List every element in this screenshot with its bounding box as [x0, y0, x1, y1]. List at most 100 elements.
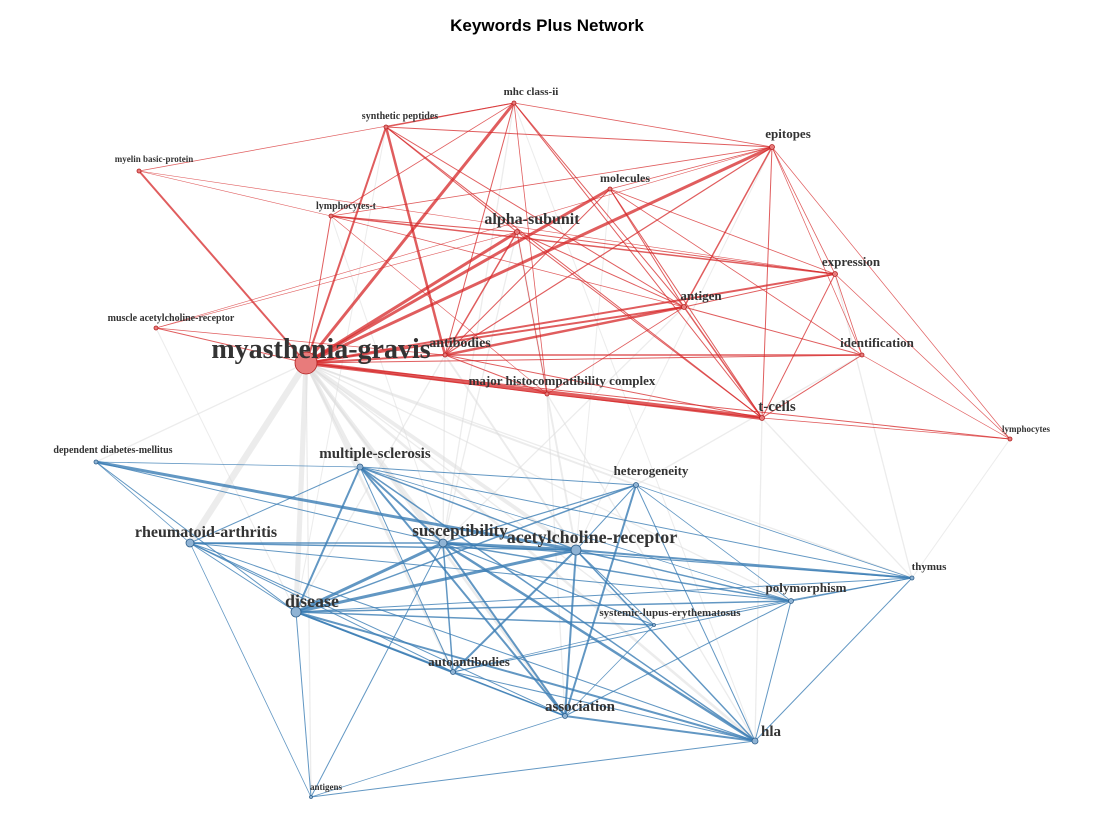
node-heterogeneity[interactable] [633, 482, 639, 488]
node-label-hla: hla [761, 724, 782, 740]
node-label-rheumatoid-arthritis: rheumatoid-arthritis [135, 524, 277, 541]
edge-myasthenia-gravis-antibodies [305, 354, 446, 364]
node-label-multiple-sclerosis: multiple-sclerosis [319, 446, 431, 462]
edge-multiple-sclerosis-disease [295, 466, 361, 613]
edge-disease-sle [295, 611, 655, 626]
node-disease[interactable] [290, 606, 302, 618]
edge-achr-autoantibodies [452, 549, 577, 673]
node-identification[interactable] [859, 352, 865, 358]
node-mhc[interactable] [544, 391, 550, 397]
edge-lymphocytes-t-expression [330, 215, 836, 275]
node-label-antigens: antigens [310, 782, 343, 792]
edge-epitopes-expression [771, 146, 836, 275]
edge-antibodies-susceptibility [442, 354, 446, 544]
node-myasthenia-gravis[interactable] [294, 351, 318, 375]
edge-mhc-class-ii-lymphocytes-t [330, 102, 515, 217]
node-molecules[interactable] [607, 186, 613, 192]
edge-susceptibility-hla [442, 541, 756, 743]
node-label-association: association [545, 699, 616, 715]
edge-expression-thymus [834, 273, 913, 579]
edge-multiple-sclerosis-susceptibility [359, 466, 444, 544]
edge-alpha-subunit-antigen [516, 231, 685, 308]
edge-synthetic-peptides-alpha-subunit [385, 126, 518, 233]
node-susceptibility[interactable] [438, 538, 448, 548]
node-autoantibodies[interactable] [450, 669, 456, 675]
edge-diabetes-susceptibility [95, 461, 444, 544]
edge-autoantibodies-sle [452, 624, 655, 673]
edge-diabetes-multiple-sclerosis [95, 461, 361, 468]
edge-rheumatoid-arthritis-achr [189, 542, 577, 551]
edge-heterogeneity-association [564, 484, 637, 717]
edge-lymphocytes-t-alpha-subunit [330, 215, 518, 233]
edge-association-sle [564, 624, 655, 717]
node-multiple-sclerosis[interactable] [356, 463, 364, 471]
edge-myelin-basic-protein-lymphocytes-t [138, 170, 332, 217]
edge-molecules-antibodies [444, 188, 611, 356]
node-expression[interactable] [832, 271, 838, 277]
node-lymphocytes[interactable] [1007, 436, 1013, 442]
node-thymus[interactable] [909, 575, 915, 581]
node-lymphocytes-t[interactable] [328, 213, 334, 219]
edge-susceptibility-polymorphism [442, 542, 792, 602]
node-antigen[interactable] [681, 304, 687, 310]
node-achr[interactable] [570, 544, 582, 556]
edge-myasthenia-gravis-mhc-class-ii [304, 102, 516, 364]
node-label-expression: expression [822, 254, 881, 269]
edge-hla-antigens [310, 740, 756, 798]
node-label-antibodies: antibodies [429, 336, 491, 351]
edge-disease-hla [295, 611, 756, 742]
edge-disease-thymus [295, 577, 913, 613]
edge-epitopes-identification [771, 146, 863, 356]
edge-achr-disease [295, 548, 577, 614]
edge-rheumatoid-arthritis-disease [189, 542, 297, 613]
edge-diabetes-rheumatoid-arthritis [95, 461, 191, 544]
node-antibodies[interactable] [442, 352, 448, 358]
edge-rheumatoid-arthritis-antigens [189, 542, 312, 798]
chart-title: Keywords Plus Network [450, 16, 644, 35]
edge-epitopes-antigen [683, 146, 773, 308]
edge-myasthenia-gravis-achr [304, 361, 578, 552]
edge-myasthenia-gravis-identification [305, 354, 863, 364]
node-association[interactable] [562, 713, 568, 719]
node-synthetic-peptides[interactable] [383, 124, 389, 130]
edge-antibodies-mhc [444, 354, 548, 395]
edge-mhc-class-ii-epitopes [513, 102, 773, 148]
edge-myasthenia-gravis-expression [305, 273, 836, 364]
edge-lymphocytes-thymus [911, 438, 1011, 579]
edge-myasthenia-gravis-lymphocytes [305, 362, 1011, 440]
edge-multiple-sclerosis-hla [359, 466, 756, 742]
edge-heterogeneity-susceptibility [442, 484, 637, 544]
edge-antigen-susceptibility [442, 306, 685, 544]
node-antigens[interactable] [309, 795, 313, 799]
node-polymorphism[interactable] [788, 598, 794, 604]
edge-muscle-achr-alpha-subunit [155, 231, 518, 329]
edge-achr-polymorphism [575, 549, 792, 602]
node-epitopes[interactable] [769, 144, 775, 150]
node-hla[interactable] [751, 737, 759, 745]
edge-myasthenia-gravis-thymus [305, 362, 913, 579]
edge-diabetes-disease [95, 461, 297, 613]
edge-mhc-class-ii-antigen [513, 102, 685, 308]
node-muscle-achr[interactable] [153, 325, 159, 331]
edge-expression-antigen [683, 273, 836, 308]
node-alpha-subunit[interactable] [514, 229, 520, 235]
node-label-susceptibility: susceptibility [412, 521, 508, 540]
edge-susceptibility-association [442, 542, 566, 717]
edge-susceptibility-disease [295, 541, 444, 614]
edge-hla-thymus [754, 577, 913, 742]
edge-epitopes-antibodies [444, 146, 773, 356]
node-label-synthetic-peptides: synthetic peptides [362, 111, 439, 122]
edge-expression-t-cells [761, 273, 836, 419]
node-rheumatoid-arthritis[interactable] [185, 538, 195, 548]
edge-multiple-sclerosis-heterogeneity [359, 466, 637, 486]
node-myelin-basic-protein[interactable] [136, 168, 142, 174]
edge-autoantibodies-polymorphism [452, 600, 792, 673]
node-t-cells[interactable] [759, 415, 765, 421]
node-sle[interactable] [652, 623, 656, 627]
edge-molecules-t-cells [609, 188, 763, 419]
edge-molecules-identification [609, 188, 863, 356]
node-diabetes[interactable] [93, 459, 99, 465]
node-mhc-class-ii[interactable] [511, 100, 517, 106]
node-label-alpha-subunit: alpha-subunit [484, 211, 580, 228]
